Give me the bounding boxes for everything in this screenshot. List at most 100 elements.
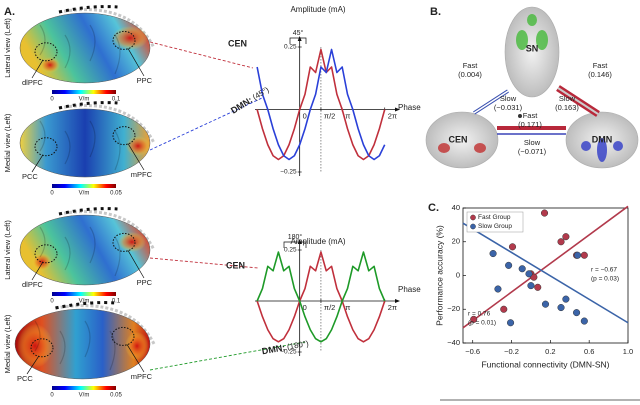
pointer	[31, 261, 44, 281]
roi	[474, 143, 486, 153]
edge-label: (0.004)	[458, 70, 482, 79]
legend-label: Slow Group	[478, 223, 512, 230]
point	[540, 209, 549, 217]
x-tick-label: 1.0	[623, 347, 633, 356]
dot	[518, 114, 522, 118]
bracket-label: 45°	[293, 29, 304, 37]
hotspot	[40, 57, 60, 73]
x-tick-label: π/2	[324, 303, 335, 312]
point	[573, 251, 582, 259]
point	[557, 238, 565, 246]
point	[508, 243, 517, 251]
roi	[581, 141, 591, 151]
pointer	[31, 154, 44, 173]
connector	[149, 341, 306, 371]
pointer	[127, 48, 145, 77]
edge-label: Slow	[500, 94, 517, 103]
roi-circle	[30, 338, 54, 358]
pointer	[31, 59, 44, 79]
edge	[473, 90, 509, 114]
point	[470, 315, 478, 323]
point	[562, 233, 570, 241]
x-tick-label: 0.6	[584, 347, 594, 356]
connector	[149, 97, 263, 151]
point	[530, 273, 538, 281]
annotation: r = 0.76	[468, 311, 491, 318]
legend-marker	[470, 223, 476, 230]
panel-label: B.	[430, 6, 441, 18]
electrode-arc	[58, 104, 156, 144]
axis-arrow	[297, 239, 302, 244]
electrode-arc	[58, 207, 118, 216]
bracket-label: 180°	[288, 233, 303, 241]
y-axis-label: Amplitude (mA)	[290, 237, 345, 246]
sulcus	[109, 330, 116, 371]
colorbar	[52, 90, 116, 94]
edge-label: Fast	[463, 61, 479, 70]
roi	[438, 143, 450, 153]
x-axis-label: Functional connectivity (DMN-SN)	[481, 359, 609, 369]
point	[518, 265, 526, 273]
colorbar-max: 0.05	[110, 191, 122, 197]
phase-bracket	[283, 241, 307, 248]
roi	[527, 14, 537, 26]
legend-label: Fast Group	[478, 214, 511, 221]
point	[562, 295, 570, 303]
region-label: PPC	[137, 278, 153, 287]
colorbar-max: 0.1	[112, 299, 121, 305]
point	[580, 251, 588, 259]
sulcus	[39, 24, 46, 56]
region-label: mPFC	[131, 372, 153, 381]
view-label: Lateral view (Left)	[3, 220, 12, 280]
hotspot	[125, 332, 149, 360]
legend-box	[466, 211, 524, 233]
series-label-group: DMN: (180°)	[261, 339, 310, 356]
y-tick-label: 20	[452, 237, 460, 246]
annotation: (p = 0.01)	[468, 320, 496, 327]
x-axis-label: Phase	[398, 285, 421, 294]
sulcus	[89, 226, 96, 264]
sulcus	[39, 226, 46, 258]
x-axis-label: Phase	[398, 103, 421, 112]
edge-label: (−0.071)	[518, 147, 547, 156]
annotation: (p = 0.03)	[591, 276, 619, 283]
node-label: SN	[526, 43, 539, 53]
y-tick-label: 0.25	[284, 247, 297, 254]
hotspot	[126, 136, 150, 156]
hotspot	[118, 232, 146, 252]
view-label: Medial view (Left)	[3, 314, 12, 373]
y-tick-label: −0.25	[280, 349, 297, 356]
region-label: PPC	[137, 76, 153, 85]
hotspot	[32, 253, 52, 271]
annotation: r = −0.67	[591, 267, 617, 274]
sulcus	[64, 130, 71, 165]
series-line	[256, 251, 386, 343]
sulcus	[64, 34, 71, 69]
brain-cen	[425, 111, 499, 169]
roi-circle	[112, 126, 136, 146]
brain	[14, 308, 151, 380]
colorbar-min: 0	[50, 97, 54, 103]
colorbar-unit: V/m	[79, 191, 90, 197]
electrode-arc	[58, 101, 118, 110]
region-label: dlPFC	[22, 280, 43, 289]
y-tick-label: 40	[452, 203, 460, 212]
colorbar-max: 0.1	[112, 97, 121, 103]
roi-circle	[34, 244, 58, 264]
colorbar-unit: V/m	[79, 299, 90, 305]
network-brains	[425, 6, 639, 169]
x-tick-label: −0.2	[504, 347, 519, 356]
phase-label: (180°)	[286, 339, 309, 352]
sulcus	[64, 236, 71, 271]
y-tick-label: 0.25	[284, 44, 297, 51]
colorbar	[52, 292, 116, 296]
electrode-arc	[58, 5, 118, 14]
x-tick-label: π/2	[324, 111, 335, 120]
series-label: CEN	[228, 38, 247, 48]
region-label: dlPFC	[22, 78, 43, 87]
electrode-arc	[58, 210, 156, 251]
sulcus	[114, 34, 121, 75]
point	[527, 282, 535, 290]
edge-label: Fast	[593, 61, 609, 70]
